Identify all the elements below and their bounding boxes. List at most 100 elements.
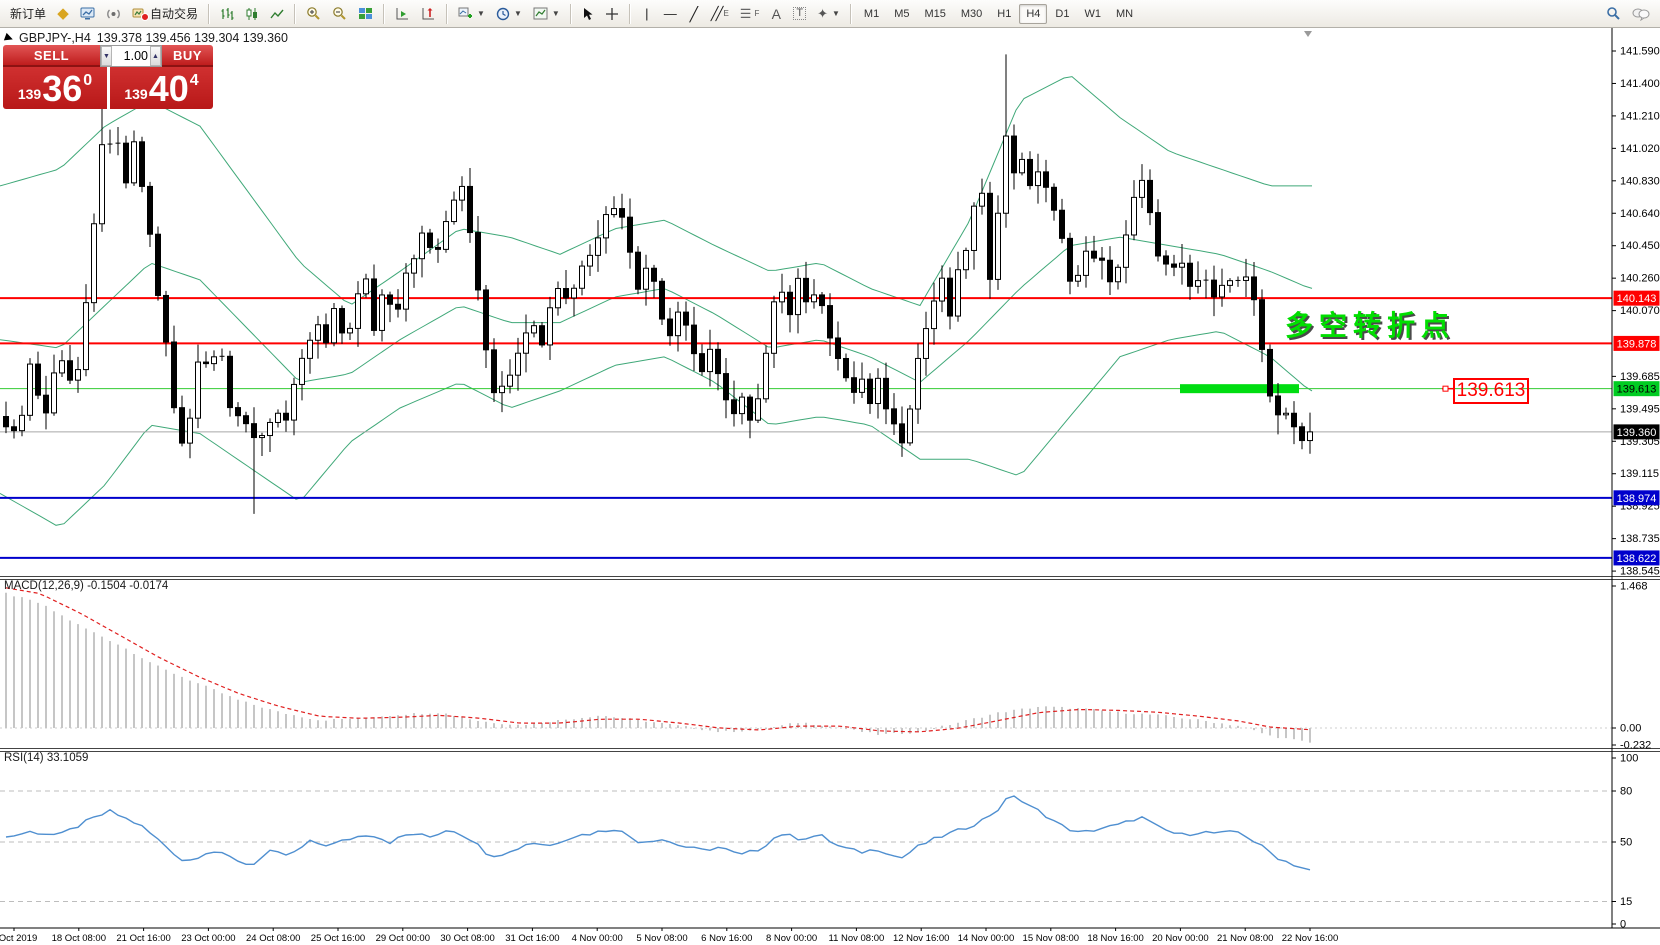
svg-text:11 Nov 08:00: 11 Nov 08:00 [828,933,884,944]
zoom-in-icon[interactable] [301,3,326,25]
svg-text:140.260: 140.260 [1620,273,1660,285]
level-lines[interactable] [0,297,1612,559]
chart-pointer-icon [3,32,15,44]
price-axis: 141.590 141.400 141.210 141.020 140.830 140.6… [0,28,1660,931]
svg-text:141.020: 141.020 [1620,143,1660,155]
svg-text:25 Oct 16:00: 25 Oct 16:00 [311,933,365,944]
macd-indicator-label: MACD(12,26,9) -0.1504 -0.0174 [4,580,169,592]
rsi-level-lines [0,727,1612,902]
macd-panel [5,587,1311,743]
svg-text:138.974: 138.974 [1617,493,1657,505]
cursor-icon[interactable] [577,3,599,25]
buy-price-button[interactable]: 139 40 4 [110,67,213,109]
indicators-button[interactable]: ▼ [453,3,490,25]
toolbar-separator [569,3,572,24]
periods-button[interactable]: ▼ [491,3,527,25]
fibonacci-tool[interactable]: ☰ F [739,6,760,21]
svg-text:138.622: 138.622 [1617,553,1657,565]
toolbar-separator [849,3,852,24]
volume-input[interactable] [112,46,150,66]
symbol-period: GBPJPY-,H4 [19,31,91,45]
volume-decrease-button[interactable]: ▼ [101,46,112,66]
timeframe-MN[interactable]: MN [1115,7,1134,20]
svg-text:8 Nov 00:00: 8 Nov 00:00 [766,933,817,944]
svg-text:12 Nov 16:00: 12 Nov 16:00 [893,933,950,944]
svg-text:141.400: 141.400 [1620,78,1660,90]
arrows-tool[interactable]: ✦ ▼ [817,6,840,21]
svg-text:140.070: 140.070 [1620,305,1660,317]
candlestick-chart-icon[interactable] [240,3,264,25]
svg-text:-0.232: -0.232 [1620,740,1651,752]
svg-text:139.115: 139.115 [1620,468,1659,480]
bollinger-bands [0,76,1313,526]
timeframe-M5[interactable]: M5 [894,7,910,20]
rsi-line [5,795,1311,871]
turning-point-annotation[interactable]: 多空转折点 [1285,310,1456,341]
horizontal-line-tool[interactable]: — [663,6,677,21]
clock-icon [496,7,510,21]
timeframe-W1[interactable]: W1 [1084,7,1101,20]
timeframe-M1[interactable]: M1 [863,7,880,20]
channel-tool[interactable]: ╱╱ E [710,6,729,21]
auto-scroll-icon[interactable] [390,3,415,25]
text-label-tool[interactable]: T [788,3,811,25]
chart-canvas[interactable]: 141.590 141.400 141.210 141.020 140.830 140.6… [0,28,1660,945]
svg-text:140.450: 140.450 [1620,240,1660,252]
svg-text:80: 80 [1620,786,1632,798]
trendline-tool[interactable]: ╱ [689,5,699,22]
svg-text:30 Oct 08:00: 30 Oct 08:00 [440,933,494,944]
svg-text:18 Oct 08:00: 18 Oct 08:00 [52,933,106,944]
svg-text:21 Nov 08:00: 21 Nov 08:00 [1217,933,1274,944]
toolbar-separator [628,3,631,24]
chart-shift-marker[interactable] [1304,31,1312,37]
autotrading-button[interactable]: 自动交易 [127,3,203,25]
timeframe-H1[interactable]: H1 [997,7,1012,20]
main-toolbar: 新订单 ◆ 自动交易 ▼ [0,0,1660,28]
toolbar-separator [446,3,449,24]
bar-chart-icon[interactable] [215,3,239,25]
volume-increase-button[interactable]: ▲ [150,46,161,66]
svg-text:139.878: 139.878 [1617,338,1657,350]
timeframe-D1[interactable]: D1 [1055,7,1070,20]
signal-icon[interactable] [101,3,126,25]
price-axis-badges: 140.143 139.878 139.613 139.360 138.974 138.6… [1613,290,1660,566]
svg-text:18 Nov 16:00: 18 Nov 16:00 [1087,933,1144,944]
sell-price-button[interactable]: 139 36 0 [3,67,107,109]
toolbar-separator [294,3,297,24]
tile-windows-icon[interactable] [353,3,378,25]
charts-window-icon[interactable] [75,3,100,25]
search-icon[interactable] [1601,3,1626,25]
svg-text:29 Oct 00:00: 29 Oct 00:00 [376,933,430,944]
community-chat-icon[interactable] [1627,3,1655,25]
line-chart-icon[interactable] [265,3,289,25]
svg-text:1.468: 1.468 [1620,581,1648,593]
new-order-button[interactable]: 新订单 [10,7,47,21]
svg-text:139.495: 139.495 [1620,403,1660,415]
timeframe-M30[interactable]: M30 [960,7,983,20]
zoom-out-icon[interactable] [327,3,352,25]
timeframe-H4[interactable]: H4 [1019,3,1048,24]
svg-text:139.685: 139.685 [1620,371,1660,383]
svg-text:0.00: 0.00 [1620,723,1641,735]
svg-text:140.640: 140.640 [1620,208,1660,220]
buy-button[interactable]: BUY [162,45,213,67]
svg-text:139.613: 139.613 [1617,384,1657,396]
svg-text:5 Nov 08:00: 5 Nov 08:00 [636,933,687,944]
svg-text:31 Oct 16:00: 31 Oct 16:00 [505,933,559,944]
vertical-line-tool[interactable]: | [645,6,649,21]
text-tool[interactable]: A [771,5,782,22]
macd-signal-line [5,587,1311,733]
autotrading-icon [132,7,150,21]
svg-text:140.830: 140.830 [1620,175,1660,187]
crosshair-icon[interactable] [600,3,624,25]
chart-shift-icon[interactable] [416,3,441,25]
price-level-annotation[interactable]: 139.613 [1453,378,1529,404]
templates-button[interactable]: ▼ [528,3,565,25]
svg-text:7 Oct 2019: 7 Oct 2019 [0,933,37,944]
sell-button[interactable]: SELL [3,45,100,67]
candlesticks [3,54,1313,514]
market-icon[interactable]: ◆ [57,5,69,22]
svg-text:22 Nov 16:00: 22 Nov 16:00 [1282,933,1339,944]
panel-splitters[interactable] [0,576,1660,752]
timeframe-M15[interactable]: M15 [924,7,946,20]
